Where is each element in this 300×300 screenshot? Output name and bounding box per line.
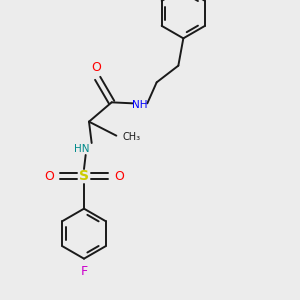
Text: CH₃: CH₃ [122, 132, 140, 142]
Text: O: O [114, 170, 124, 183]
Text: O: O [91, 61, 101, 74]
Text: NH: NH [132, 100, 148, 110]
Text: HN: HN [74, 144, 89, 154]
Text: S: S [79, 169, 89, 183]
Text: O: O [44, 170, 54, 183]
Text: F: F [80, 265, 88, 278]
